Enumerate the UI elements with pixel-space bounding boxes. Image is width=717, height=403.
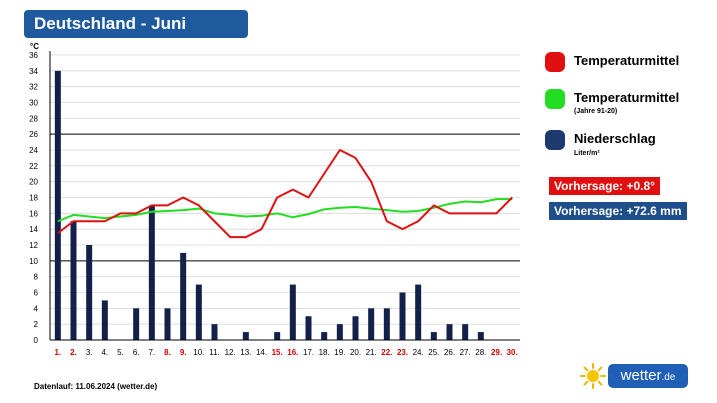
x-tick-label: 8. — [164, 348, 171, 357]
legend-label-rain: Niederschlag — [574, 131, 656, 146]
precip-bar — [274, 332, 281, 340]
x-tick-label: 3. — [86, 348, 93, 357]
x-tick-label: 19. — [334, 348, 345, 357]
x-tick-label: 4. — [101, 348, 108, 357]
y-tick-label: 30 — [29, 99, 38, 108]
y-unit-label: °C — [30, 42, 39, 51]
precip-bar — [289, 284, 296, 340]
legend-swatch-rain — [545, 130, 565, 150]
precip-bar — [211, 324, 218, 340]
footer-data-run: Datenlauf: 11.06.2024 (wetter.de) — [34, 382, 158, 391]
x-tick-label: 1. — [54, 348, 61, 357]
y-tick-label: 2 — [34, 320, 39, 329]
y-tick-label: 26 — [29, 130, 38, 139]
x-tick-label: 18. — [319, 348, 330, 357]
legend-sub-rain: Liter/m² — [574, 150, 600, 157]
legend-label-temp-normal: Temperaturmittel — [574, 90, 680, 105]
precip-bar — [242, 332, 249, 340]
wetter-logo: wetter.de — [578, 362, 690, 390]
x-tick-label: 6. — [133, 348, 140, 357]
y-tick-label: 28 — [29, 114, 38, 123]
precip-bar — [336, 324, 343, 340]
x-tick-label: 7. — [148, 348, 155, 357]
y-tick-label: 10 — [29, 257, 38, 266]
y-tick-label: 34 — [29, 67, 38, 76]
y-tick-label: 4 — [34, 304, 39, 313]
y-tick-label: 18 — [29, 194, 38, 203]
temp-line — [57, 149, 513, 239]
x-tick-label: 28. — [475, 348, 486, 357]
precip-bar — [164, 308, 171, 340]
x-tick-label: 15. — [272, 348, 283, 357]
forecast-temp-badge: Vorhersage: +0.8° — [549, 177, 660, 195]
precip-bar — [399, 292, 406, 340]
precip-bar — [321, 332, 328, 340]
precip-bar — [305, 316, 312, 340]
precip-bar — [446, 324, 453, 340]
precip-bar — [101, 300, 108, 340]
x-tick-label: 9. — [180, 348, 187, 357]
precip-bar — [180, 252, 187, 340]
x-tick-label: 24. — [413, 348, 424, 357]
legend-label-temp: Temperaturmittel — [574, 53, 680, 68]
x-tick-label: 2. — [70, 348, 77, 357]
x-tick-label: 21. — [366, 348, 377, 357]
x-tick-label: 20. — [350, 348, 361, 357]
precip-bar — [86, 245, 93, 340]
x-tick-label: 17. — [303, 348, 314, 357]
y-tick-label: 22 — [29, 162, 38, 171]
legend-sub-temp-normal: (Jahre 91-20) — [574, 108, 618, 115]
x-tick-label: 11. — [209, 348, 220, 357]
precip-bar — [70, 221, 77, 340]
y-tick-label: 6 — [34, 289, 39, 298]
x-tick-label: 27. — [460, 348, 471, 357]
x-tick-label: 13. — [240, 348, 251, 357]
x-tick-label: 16. — [287, 348, 298, 357]
precip-bar — [462, 324, 469, 340]
precip-bar — [54, 70, 61, 340]
chart-title: Deutschland - Juni — [24, 10, 248, 38]
x-tick-label: 5. — [117, 348, 124, 357]
y-tick-label: 24 — [29, 146, 38, 155]
precip-bar — [352, 316, 359, 340]
precip-bar — [133, 308, 140, 340]
legend-swatch-temp-normal — [545, 89, 565, 109]
x-tick-label: 26. — [444, 348, 455, 357]
y-tick-label: 20 — [29, 178, 38, 187]
y-tick-label: 32 — [29, 83, 38, 92]
x-tick-label: 23. — [397, 348, 408, 357]
x-tick-label: 30. — [507, 348, 518, 357]
y-tick-label: 16 — [29, 209, 38, 218]
y-tick-label: 0 — [34, 336, 39, 345]
precip-bar — [477, 332, 484, 340]
x-tick-label: 14. — [256, 348, 267, 357]
y-tick-label: 8 — [34, 273, 39, 282]
y-tick-label: 36 — [29, 51, 38, 60]
precip-bar — [368, 308, 375, 340]
precip-bar — [195, 284, 202, 340]
forecast-rain-badge: Vorhersage: +72.6 mm — [549, 202, 687, 220]
sun-icon — [580, 363, 606, 389]
x-tick-label: 22. — [381, 348, 392, 357]
precip-bar — [383, 308, 390, 340]
y-tick-label: 14 — [29, 225, 38, 234]
logo-text: wetter — [620, 367, 662, 384]
x-tick-label: 10. — [193, 348, 204, 357]
y-tick-label: 12 — [29, 241, 38, 250]
precip-bar — [415, 284, 422, 340]
x-tick-label: 12. — [225, 348, 236, 357]
precip-bar — [148, 205, 155, 340]
x-tick-label: 25. — [428, 348, 439, 357]
logo-tld: .de — [661, 372, 676, 383]
legend-swatch-temp — [545, 52, 565, 72]
logo-badge: wetter.de — [608, 364, 688, 388]
precip-bar — [430, 332, 437, 340]
x-tick-label: 29. — [491, 348, 502, 357]
